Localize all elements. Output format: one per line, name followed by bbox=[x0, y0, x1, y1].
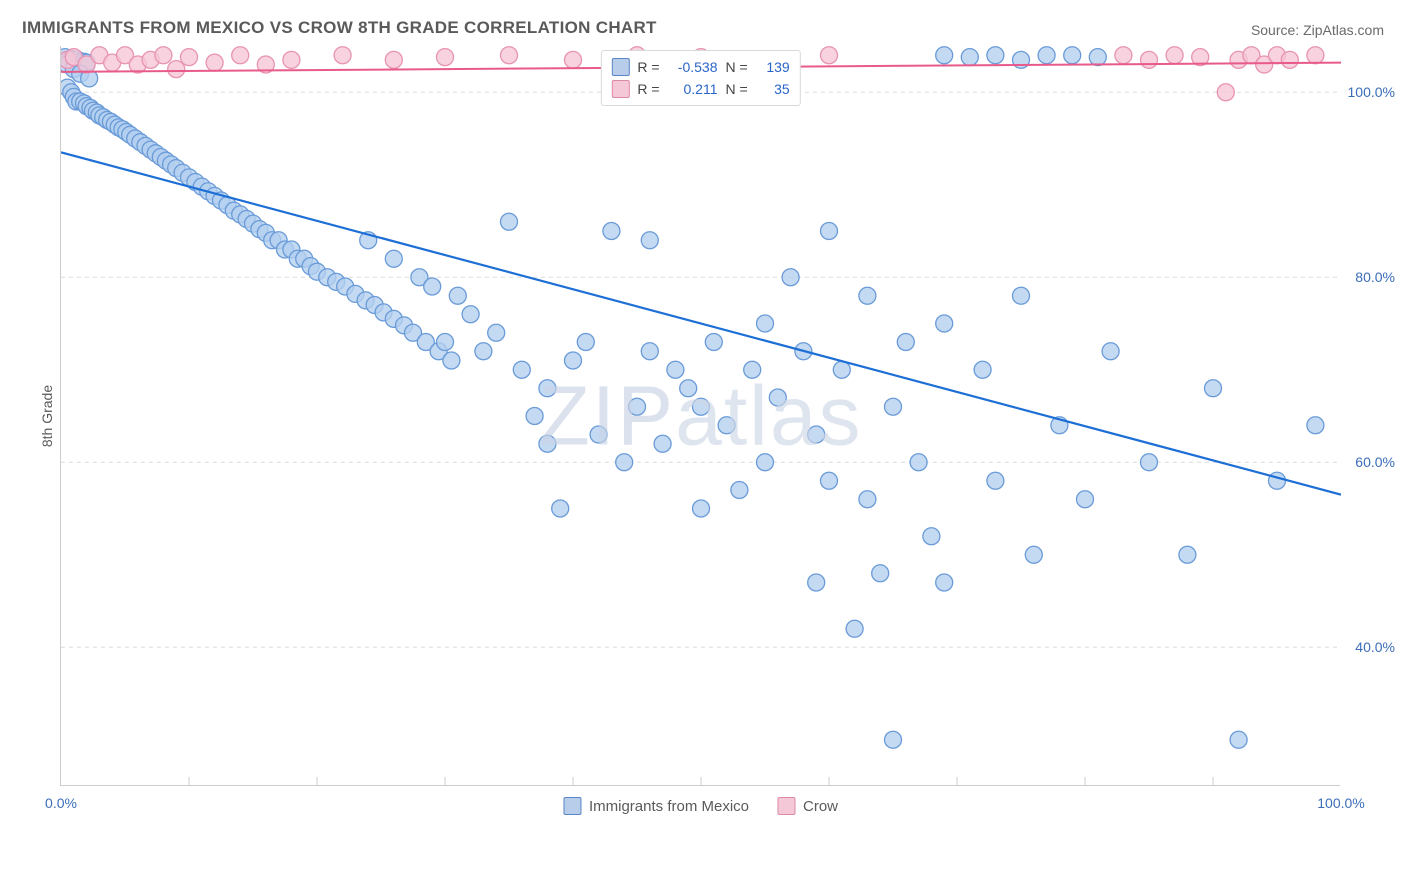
scatter-plot-svg bbox=[61, 46, 1341, 786]
y-axis-label: 8th Grade bbox=[39, 385, 55, 447]
r-label: R = bbox=[637, 59, 659, 75]
legend-item: Immigrants from Mexico bbox=[563, 797, 749, 815]
y-tick-label: 40.0% bbox=[1355, 639, 1395, 655]
series-swatch bbox=[611, 58, 629, 76]
legend-swatch bbox=[563, 797, 581, 815]
source-prefix: Source: bbox=[1251, 22, 1303, 38]
x-tick-label: 100.0% bbox=[1317, 795, 1364, 811]
stats-row: R = -0.538 N = 139 bbox=[611, 56, 789, 78]
y-tick-label: 100.0% bbox=[1348, 84, 1395, 100]
chart-container: 8th Grade ZIPatlas R =-0.538N =139R =0.2… bbox=[60, 46, 1386, 826]
r-value: 0.211 bbox=[668, 81, 718, 97]
plot-area: ZIPatlas R =-0.538N =139R =0.211N =35 Im… bbox=[60, 46, 1340, 786]
y-tick-label: 60.0% bbox=[1355, 454, 1395, 470]
r-value: -0.538 bbox=[668, 59, 718, 75]
n-label: N = bbox=[726, 81, 748, 97]
r-label: R = bbox=[637, 81, 659, 97]
chart-title: IMMIGRANTS FROM MEXICO VS CROW 8TH GRADE… bbox=[22, 18, 657, 38]
stats-legend-box: R = -0.538 N = 139 R = 0.211 N = 35 bbox=[600, 50, 800, 106]
chart-header: IMMIGRANTS FROM MEXICO VS CROW 8TH GRADE… bbox=[0, 0, 1406, 46]
legend-item: Crow bbox=[777, 797, 838, 815]
n-label: N = bbox=[726, 59, 748, 75]
stats-row: R = 0.211 N = 35 bbox=[611, 78, 789, 100]
series-swatch bbox=[611, 80, 629, 98]
legend-label: Crow bbox=[803, 798, 838, 815]
legend-label: Immigrants from Mexico bbox=[589, 798, 749, 815]
n-value: 35 bbox=[756, 81, 790, 97]
bottom-legend: Immigrants from Mexico Crow bbox=[563, 797, 838, 815]
n-value: 139 bbox=[756, 59, 790, 75]
chart-source: Source: ZipAtlas.com bbox=[1251, 22, 1384, 38]
legend-swatch bbox=[777, 797, 795, 815]
source-name: ZipAtlas.com bbox=[1303, 22, 1384, 38]
x-tick-label: 0.0% bbox=[45, 795, 77, 811]
y-tick-label: 80.0% bbox=[1355, 269, 1395, 285]
